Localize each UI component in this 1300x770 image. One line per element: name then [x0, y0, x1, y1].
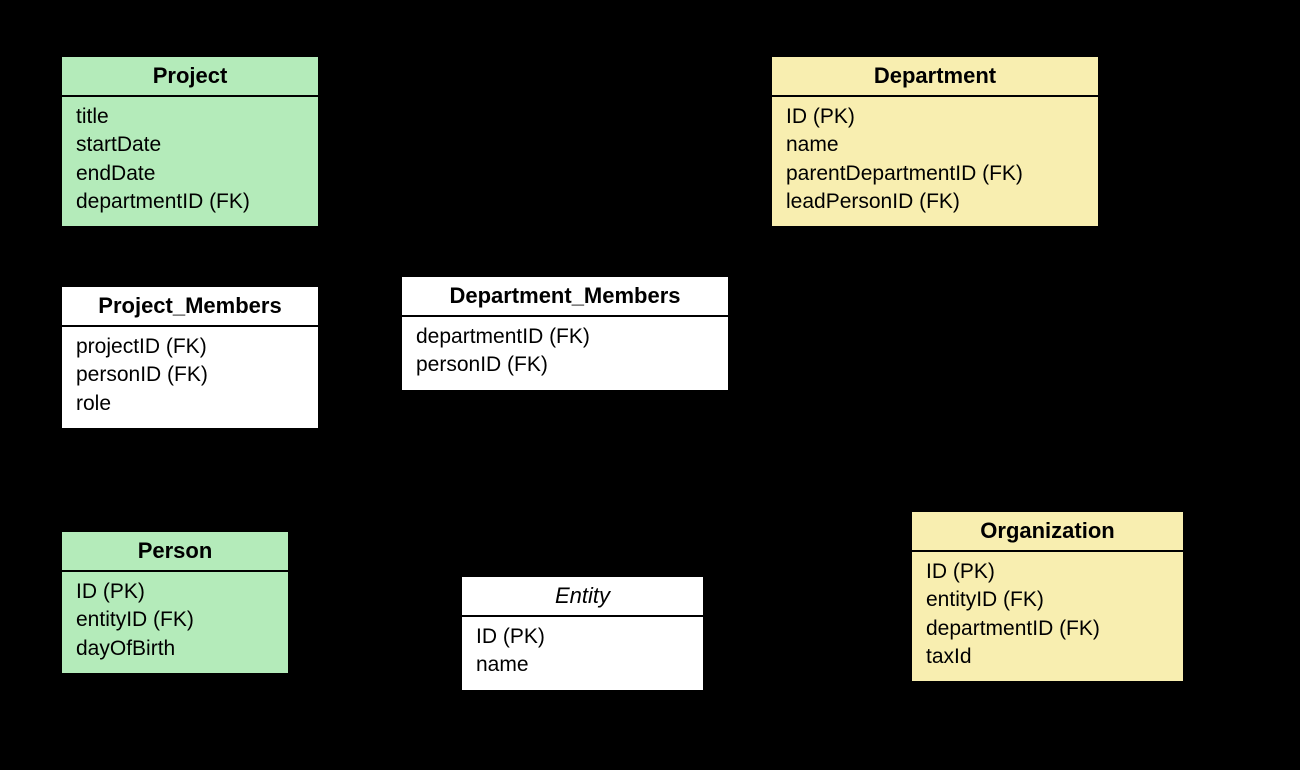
entity-entity-body: ID (PK) name — [462, 617, 703, 690]
entity-project: Project title startDate endDate departme… — [60, 55, 320, 228]
attr: startDate — [76, 131, 304, 159]
entity-project-members-title: Project_Members — [62, 287, 318, 327]
entity-person: Person ID (PK) entityID (FK) dayOfBirth — [60, 530, 290, 675]
entity-department-members: Department_Members departmentID (FK) per… — [400, 275, 730, 392]
entity-project-title: Project — [62, 57, 318, 97]
entity-department-members-title: Department_Members — [402, 277, 728, 317]
attr: ID (PK) — [76, 578, 274, 606]
entity-project-members-body: projectID (FK) personID (FK) role — [62, 327, 318, 428]
attr: projectID (FK) — [76, 333, 304, 361]
attr: ID (PK) — [926, 558, 1169, 586]
entity-organization: Organization ID (PK) entityID (FK) depar… — [910, 510, 1185, 683]
attr: name — [476, 651, 689, 679]
attr: departmentID (FK) — [926, 615, 1169, 643]
attr: title — [76, 103, 304, 131]
entity-person-body: ID (PK) entityID (FK) dayOfBirth — [62, 572, 288, 673]
attr: personID (FK) — [416, 351, 714, 379]
attr: dayOfBirth — [76, 635, 274, 663]
attr: taxId — [926, 643, 1169, 671]
attr: parentDepartmentID (FK) — [786, 160, 1084, 188]
entity-person-title: Person — [62, 532, 288, 572]
attr: departmentID (FK) — [76, 188, 304, 216]
attr: entityID (FK) — [76, 606, 274, 634]
entity-department-members-body: departmentID (FK) personID (FK) — [402, 317, 728, 390]
entity-project-members: Project_Members projectID (FK) personID … — [60, 285, 320, 430]
attr: endDate — [76, 160, 304, 188]
attr: name — [786, 131, 1084, 159]
entity-organization-body: ID (PK) entityID (FK) departmentID (FK) … — [912, 552, 1183, 681]
attr: leadPersonID (FK) — [786, 188, 1084, 216]
attr: personID (FK) — [76, 361, 304, 389]
entity-department: Department ID (PK) name parentDepartment… — [770, 55, 1100, 228]
entity-entity: Entity ID (PK) name — [460, 575, 705, 692]
entity-department-body: ID (PK) name parentDepartmentID (FK) lea… — [772, 97, 1098, 226]
attr: entityID (FK) — [926, 586, 1169, 614]
entity-organization-title: Organization — [912, 512, 1183, 552]
entity-project-body: title startDate endDate departmentID (FK… — [62, 97, 318, 226]
attr: departmentID (FK) — [416, 323, 714, 351]
attr: role — [76, 390, 304, 418]
entity-entity-title: Entity — [462, 577, 703, 617]
entity-department-title: Department — [772, 57, 1098, 97]
attr: ID (PK) — [476, 623, 689, 651]
attr: ID (PK) — [786, 103, 1084, 131]
